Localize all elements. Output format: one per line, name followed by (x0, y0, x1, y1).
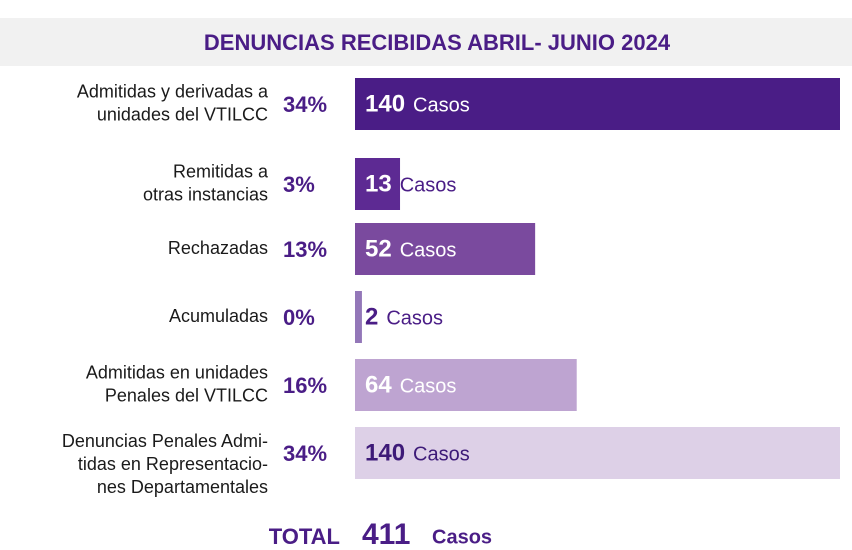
bar (355, 158, 401, 210)
bar-value: 13 (365, 170, 392, 197)
bar (355, 427, 840, 479)
percentage: 16% (283, 373, 327, 398)
total-value: 411 (362, 518, 410, 550)
bar (355, 359, 577, 411)
bar-value: 140 (365, 439, 405, 466)
percentage: 3% (283, 172, 315, 197)
bar-value: 2 (365, 303, 378, 330)
bar (355, 291, 362, 343)
category-label: unidades del VTILCC (97, 104, 268, 124)
bar-unit: Casos (400, 174, 457, 196)
title-band (0, 18, 852, 66)
bar-unit: Casos (400, 239, 457, 261)
bar-value: 64 (365, 371, 392, 398)
category-label: otras instancias (143, 184, 268, 204)
bar-value: 52 (365, 235, 392, 262)
bar-unit: Casos (386, 307, 443, 329)
bar-unit: Casos (400, 375, 457, 397)
category-label: Denuncias Penales Admi- (62, 431, 268, 451)
bar-unit: Casos (413, 443, 470, 465)
category-label: tidas en Representacio- (78, 454, 268, 474)
percentage: 34% (283, 92, 327, 117)
category-label: Acumuladas (169, 306, 268, 326)
category-label: Admitidas en unidades (86, 362, 268, 382)
category-label: Admitidas y derivadas a (77, 81, 269, 101)
bar (355, 78, 840, 130)
total-label: TOTAL (269, 524, 340, 549)
total-unit: Casos (432, 526, 492, 548)
chart-title: DENUNCIAS RECIBIDAS ABRIL- JUNIO 2024 (204, 30, 671, 55)
bar (355, 223, 536, 275)
percentage: 0% (283, 305, 315, 330)
percentage: 34% (283, 441, 327, 466)
bar-unit: Casos (413, 94, 470, 116)
bar-value: 140 (365, 90, 405, 117)
category-label: nes Departamentales (97, 477, 268, 497)
category-label: Remitidas a (173, 161, 269, 181)
percentage: 13% (283, 237, 327, 262)
category-label: Penales del VTILCC (105, 385, 268, 405)
category-label: Rechazadas (168, 238, 268, 258)
